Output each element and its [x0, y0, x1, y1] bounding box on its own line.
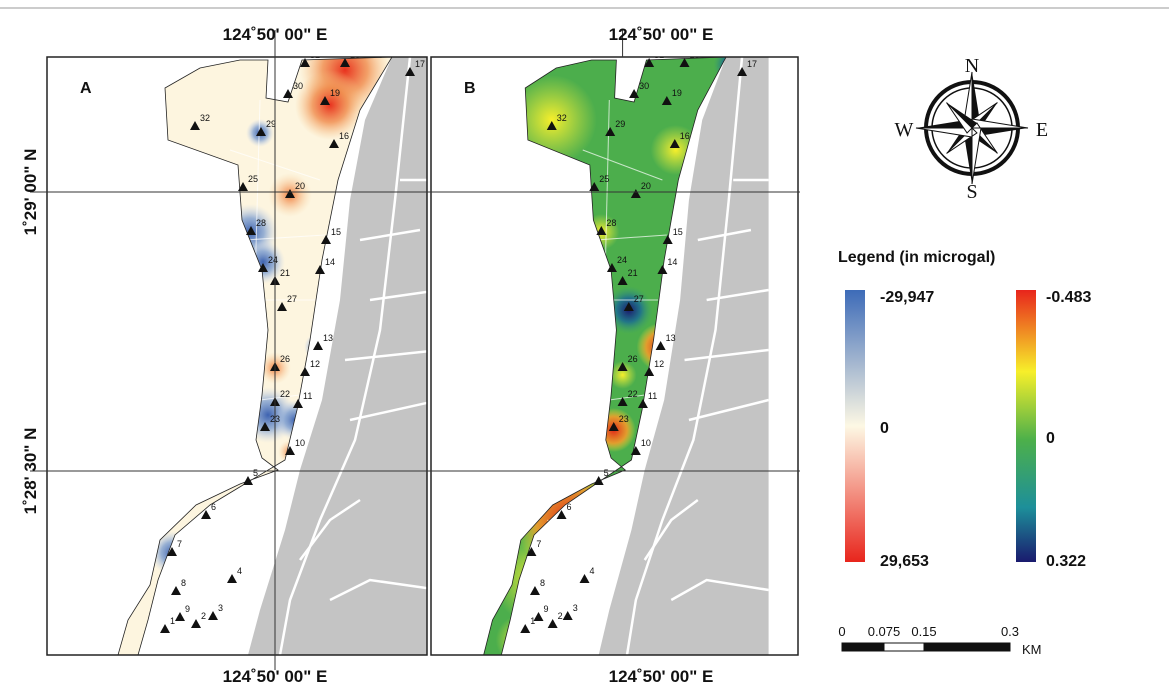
legend-label-b: 0 [1046, 430, 1055, 447]
station-label: 13 [666, 333, 676, 343]
scale-segment [842, 643, 884, 651]
station-label: 1 [170, 616, 175, 626]
station-label: 30 [639, 81, 649, 91]
station-label: 32 [200, 113, 210, 123]
panel-label: B [464, 80, 476, 97]
station-label: 23 [619, 414, 629, 424]
station-label: 31 [654, 50, 664, 60]
colorbar-a [845, 290, 865, 562]
station-label: 6 [567, 502, 572, 512]
station-label: 5 [253, 468, 258, 478]
station-label: 10 [641, 438, 651, 448]
station-label: 4 [237, 566, 242, 576]
station-label: 3 [573, 603, 578, 613]
station-label: 19 [672, 88, 682, 98]
station-label: 12 [654, 359, 664, 369]
station-label: 8 [540, 578, 545, 588]
station-label: 7 [536, 539, 541, 549]
station-label: 22 [280, 389, 290, 399]
legend-label-a: 0 [880, 420, 889, 437]
scale-unit: KM [1022, 642, 1042, 657]
figure: 1234567891011121314151617181920212223242… [0, 0, 1169, 699]
station-label: 9 [544, 604, 549, 614]
station-label: 6 [211, 502, 216, 512]
scale-label: 0 [838, 624, 845, 639]
top-coordinate: 124˚50' 00" E [609, 25, 714, 44]
station-label: 27 [634, 294, 644, 304]
station-label: 20 [295, 181, 305, 191]
legend-label-b: 0.322 [1046, 553, 1086, 570]
station-label: 17 [747, 59, 757, 69]
station-label: 16 [680, 131, 690, 141]
station-label: 16 [339, 131, 349, 141]
map-panel: 1234567891011121314151617181920212223242… [47, 25, 440, 690]
station-label: 25 [248, 174, 258, 184]
latitude-label: 1˚29' 00" N [21, 149, 40, 236]
station-label: 8 [181, 578, 186, 588]
compass-n: N [965, 55, 979, 77]
station-label: 21 [628, 268, 638, 278]
station-label: 30 [293, 81, 303, 91]
station-label: 24 [617, 255, 627, 265]
compass-rose [916, 72, 1028, 184]
legend-label-a: -29,947 [880, 289, 934, 306]
station-label: 5 [604, 468, 609, 478]
station-label: 14 [667, 257, 677, 267]
station-label: 2 [558, 611, 563, 621]
scale-segment [924, 643, 1010, 651]
panel-label: A [80, 80, 92, 97]
station-label: 18 [350, 50, 360, 60]
legend-title: Legend (in microgal) [838, 249, 995, 266]
compass-s: S [966, 181, 977, 203]
station-label: 19 [330, 88, 340, 98]
compass-w: W [895, 119, 914, 141]
station-label: 11 [303, 391, 312, 401]
station-label: 21 [280, 268, 290, 278]
legend-label-a: 29,653 [880, 553, 929, 570]
compass-e: E [1036, 119, 1048, 141]
station-label: 13 [323, 333, 333, 343]
map-panel: 1234567891011121314151617181920212223242… [431, 45, 798, 665]
station-label: 12 [310, 359, 320, 369]
top-coordinate: 124˚50' 00" E [223, 25, 328, 44]
station-label: 24 [268, 255, 278, 265]
station-label: 28 [256, 218, 266, 228]
bottom-coordinate: 124˚50' 00" E [609, 667, 714, 686]
station-label: 14 [325, 257, 335, 267]
station-label: 15 [331, 227, 341, 237]
station-label: 3 [218, 603, 223, 613]
station-label: 2 [201, 611, 206, 621]
station-label: 7 [177, 539, 182, 549]
scale-label: 0.3 [1001, 624, 1019, 639]
station-label: 29 [615, 119, 625, 129]
station-label: 4 [590, 566, 595, 576]
station-label: 15 [673, 227, 683, 237]
station-label: 28 [606, 218, 616, 228]
station-label: 26 [628, 354, 638, 364]
scale-segment [884, 643, 924, 651]
station-label: 25 [599, 174, 609, 184]
station-label: 17 [415, 59, 425, 69]
station-label: 20 [641, 181, 651, 191]
station-label: 32 [557, 113, 567, 123]
station-label: 18 [690, 50, 700, 60]
station-label: 26 [280, 354, 290, 364]
colorbar-b [1016, 290, 1036, 562]
scale-label: 0.075 [868, 624, 901, 639]
station-label: 31 [310, 50, 320, 60]
legend-label-b: -0.483 [1046, 289, 1091, 306]
latitude-label: 1˚28' 30" N [21, 428, 40, 515]
station-label: 9 [185, 604, 190, 614]
station-label: 22 [628, 389, 638, 399]
bottom-coordinate: 124˚50' 00" E [223, 667, 328, 686]
scale-label: 0.15 [911, 624, 936, 639]
station-label: 10 [295, 438, 305, 448]
station-label: 11 [648, 391, 657, 401]
station-label: 27 [287, 294, 297, 304]
